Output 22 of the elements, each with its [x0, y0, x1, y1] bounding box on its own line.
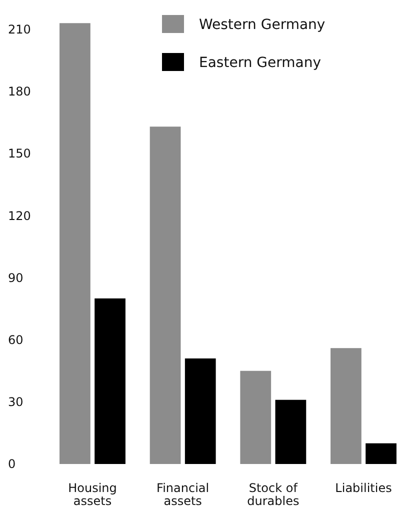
- x-tick-label: Liabilities: [335, 481, 392, 495]
- bar: [240, 370, 272, 464]
- x-tick-label: Financial assets: [156, 481, 210, 508]
- y-tick-label: 90: [8, 270, 24, 285]
- bar: [94, 298, 126, 464]
- legend-label: Eastern Germany: [199, 54, 322, 71]
- y-tick-label: 60: [8, 333, 24, 348]
- bar: [150, 126, 181, 464]
- bar: [184, 358, 216, 464]
- y-tick-label: 30: [8, 395, 24, 410]
- x-tick-label: Stock of durables: [247, 481, 300, 508]
- bar: [60, 23, 90, 464]
- y-tick-label: 0: [8, 457, 16, 472]
- bar: [275, 400, 306, 464]
- bar: [366, 443, 396, 464]
- y-tick-label: 150: [8, 146, 31, 161]
- y-tick-label: 120: [8, 208, 31, 223]
- x-tick-label: Housing assets: [68, 481, 117, 508]
- legend-label: Western Germany: [199, 16, 326, 33]
- y-tick-label: 180: [8, 84, 31, 99]
- bar: [330, 348, 362, 464]
- y-tick-label: 210: [8, 22, 31, 37]
